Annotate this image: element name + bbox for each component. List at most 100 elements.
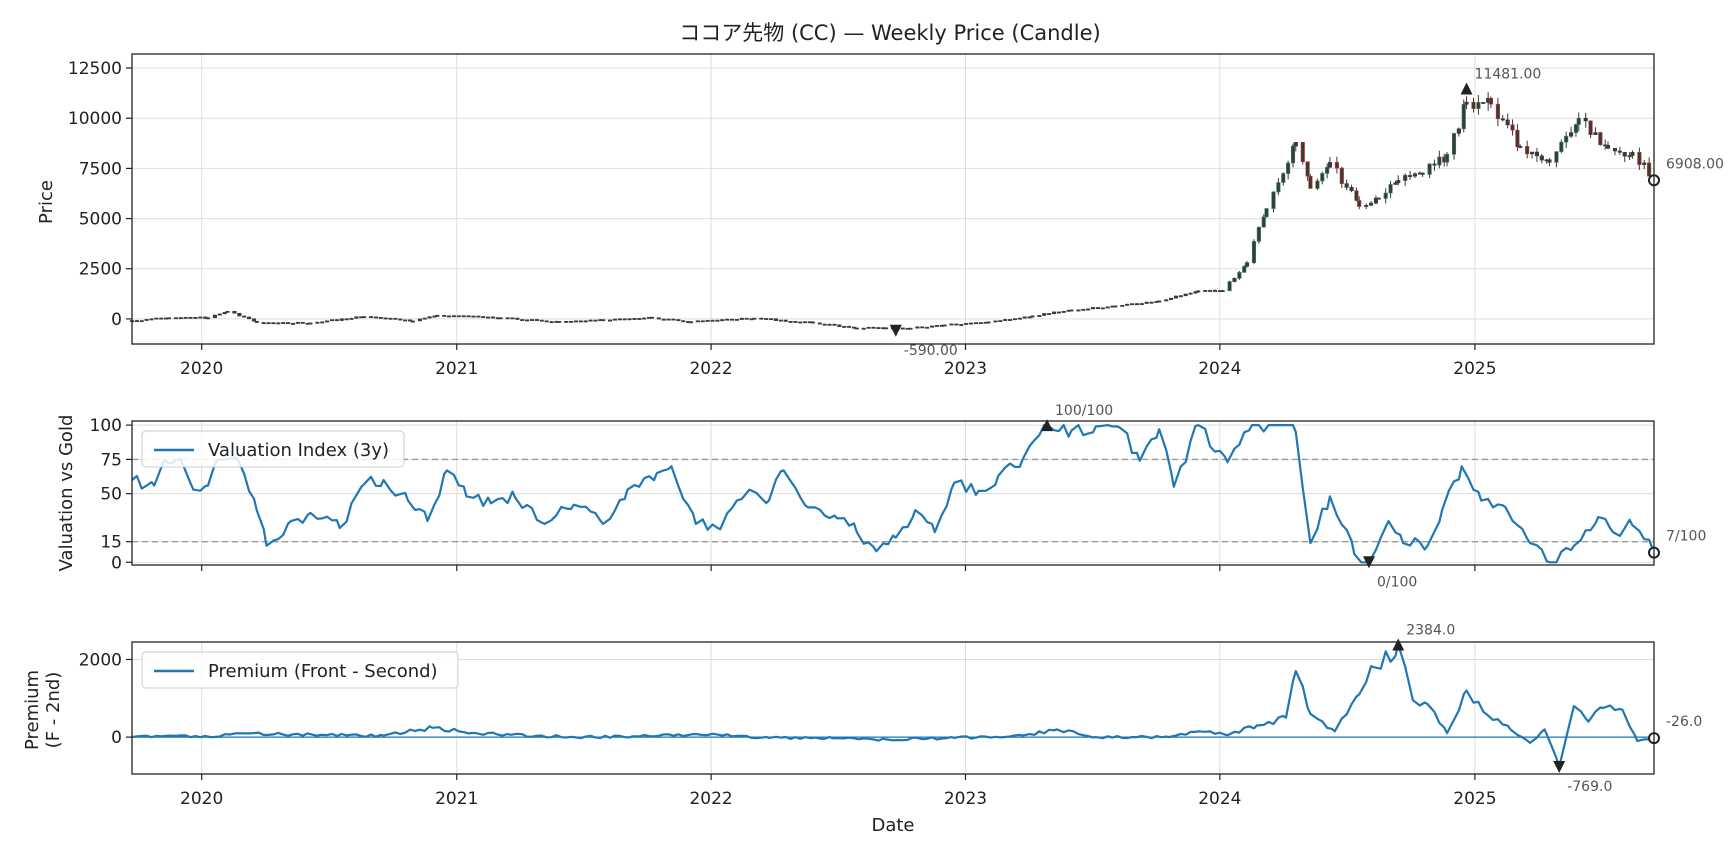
candle-body (715, 319, 720, 322)
candle-body (1188, 292, 1193, 295)
candle-body (705, 320, 710, 322)
candle-body (842, 325, 847, 328)
candle-body (1588, 120, 1593, 136)
candle-body (461, 315, 466, 318)
min-annotation-label: -769.0 (1567, 779, 1612, 795)
candle-body (451, 315, 457, 318)
max-annotation-label: 11481.00 (1475, 66, 1542, 82)
y-tick-label: 0 (111, 310, 122, 330)
candle-body (1286, 162, 1291, 174)
candle-body (1569, 132, 1574, 137)
candle-body (520, 319, 525, 321)
candle-body (1242, 266, 1247, 273)
candle-body (212, 314, 217, 319)
candle-body (637, 318, 642, 320)
candle-body (1244, 262, 1250, 267)
candle-body (1105, 306, 1110, 309)
candle-body (1451, 133, 1457, 155)
candle-body (1349, 186, 1354, 192)
candle-body (1461, 103, 1466, 130)
premium-y-ticks: 0 2000 (79, 650, 132, 748)
valuation-annotations: 100/100 0/100 7/100 (1041, 403, 1706, 590)
candle-body (1008, 319, 1013, 321)
candle-body (1120, 304, 1125, 307)
candle-body (973, 322, 978, 325)
min-marker-icon (1553, 760, 1566, 773)
valuation-line (131, 424, 1656, 564)
y-tick-label: 2000 (79, 650, 122, 670)
candle-body (1281, 173, 1286, 183)
candle-body (1593, 132, 1598, 136)
candle-body (408, 319, 413, 322)
candle-body (417, 318, 422, 322)
candle-body (373, 316, 378, 319)
candle-body (222, 312, 227, 315)
premium-panel: 2384.0 -769.0 -26.0 0 2000 2020 2021 2022 2023… (22, 623, 1702, 809)
candle-body (1183, 293, 1188, 296)
candle-body (1444, 154, 1450, 163)
candle-body (900, 327, 905, 330)
candle-body (261, 322, 266, 325)
candle-body (1576, 117, 1581, 125)
candle-body (435, 315, 440, 317)
valuation-x-ticks (201, 565, 1476, 571)
candle-body (920, 326, 925, 329)
candle-body (783, 319, 788, 322)
premium-axes-frame (131, 641, 1655, 775)
candle-body (861, 327, 866, 330)
candle-body (793, 321, 798, 323)
premium-x-ticks: 2020 2021 2022 2023 2024 2025 (180, 774, 1497, 809)
candle-body (557, 321, 562, 323)
price-y-label: Price (36, 180, 57, 224)
candle-body (1290, 145, 1296, 164)
candle-body (998, 320, 1003, 323)
candle-body (325, 320, 330, 323)
min-annotation-label: 0/100 (1377, 574, 1417, 590)
candle-body (183, 316, 188, 319)
candle-body (1022, 316, 1027, 319)
candle-body (1047, 313, 1052, 315)
x-tick-label: 2025 (1453, 789, 1496, 809)
valuation-legend-box (141, 430, 405, 468)
candle-body (237, 312, 242, 317)
x-tick-label: 2023 (944, 359, 987, 379)
candle-body (1500, 118, 1505, 121)
candle-body (1042, 313, 1047, 316)
candle-body (1396, 180, 1401, 184)
candle-body (1139, 303, 1144, 305)
candle-body (759, 317, 764, 320)
y-tick-label: 5000 (79, 210, 122, 230)
y-tick-label: 0 (111, 553, 122, 573)
candle-body (525, 319, 530, 322)
price-axes-frame (131, 53, 1655, 345)
candle-body (968, 322, 974, 325)
valuation-legend-label: Valuation Index (3y) (208, 440, 389, 461)
candle-body (295, 321, 300, 324)
candle-body (822, 323, 827, 326)
valuation-legend: Valuation Index (3y) (141, 430, 405, 468)
candle-body (578, 320, 583, 323)
candle-body (854, 327, 859, 330)
candle-body (739, 317, 744, 320)
candle-body (1495, 103, 1500, 120)
candle-body (1547, 159, 1552, 163)
price-panel: 11481.00 -590.00 6908.00 0 2500 5000 7500 1000… (36, 53, 1724, 379)
candle-body (564, 321, 569, 323)
x-tick-label: 2020 (180, 789, 223, 809)
candle-body (700, 320, 705, 323)
candle-body (1408, 175, 1413, 177)
max-annotation-label: 2384.0 (1406, 623, 1455, 639)
candle-body (276, 322, 281, 325)
candle-body (498, 317, 503, 320)
price-x-ticks: 2020 2021 2022 2023 2024 2025 (180, 344, 1497, 379)
x-tick-label: 2024 (1198, 789, 1241, 809)
candle-body (1573, 124, 1579, 133)
candle-body (1315, 180, 1320, 189)
candle-body (254, 320, 259, 323)
candle-body (388, 317, 393, 320)
candle-body (632, 318, 637, 320)
candle-body (954, 323, 959, 326)
candle-body (1144, 301, 1149, 304)
candle-body (134, 320, 139, 323)
